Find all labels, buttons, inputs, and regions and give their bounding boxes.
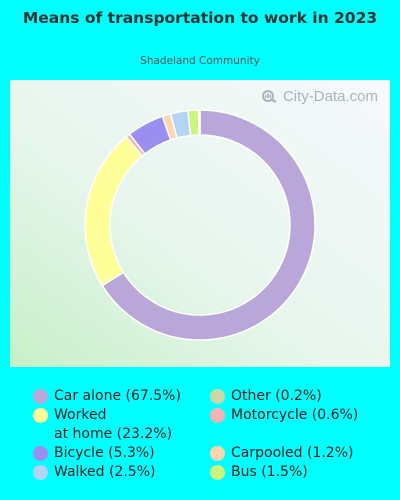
legend-label: Car alone (67.5%) bbox=[54, 388, 181, 404]
legend-item: Bus (1.5%) bbox=[210, 463, 308, 482]
watermark: City-Data.com bbox=[261, 88, 378, 105]
legend-item: Worked at home (23.2%) bbox=[33, 406, 172, 444]
legend-item: Bicycle (5.3%) bbox=[33, 444, 155, 463]
legend-swatch bbox=[33, 446, 48, 461]
legend-label: Other (0.2%) bbox=[231, 388, 322, 404]
legend-swatch bbox=[210, 446, 225, 461]
legend-label: Bicycle (5.3%) bbox=[54, 445, 155, 461]
legend-swatch bbox=[210, 389, 225, 404]
chart-legend: Car alone (67.5%) Worked at home (23.2%) B… bbox=[0, 384, 400, 494]
donut-slice-worked-at-home bbox=[84, 135, 144, 287]
legend-item: Other (0.2%) bbox=[210, 387, 322, 406]
legend-item: Walked (2.5%) bbox=[33, 463, 155, 482]
legend-label: Carpooled (1.2%) bbox=[231, 445, 354, 461]
chart-title: Means of transportation to work in 2023 bbox=[22, 9, 378, 27]
legend-swatch bbox=[33, 389, 48, 404]
legend-swatch bbox=[33, 408, 48, 423]
legend-swatch bbox=[210, 408, 225, 423]
donut-chart bbox=[84, 109, 316, 341]
legend-swatch bbox=[33, 465, 48, 480]
donut-slice-other bbox=[197, 109, 201, 136]
donut-slice-bus bbox=[187, 109, 200, 137]
legend-label: Motorcycle (0.6%) bbox=[231, 407, 359, 423]
donut-slice-car-alone bbox=[101, 109, 316, 341]
legend-swatch bbox=[210, 465, 225, 480]
legend-item: Car alone (67.5%) bbox=[33, 387, 181, 406]
chart-subtitle: Shadeland Community bbox=[140, 55, 260, 67]
legend-item: Carpooled (1.2%) bbox=[210, 444, 353, 463]
chart-panel: City-Data.com bbox=[10, 80, 390, 367]
legend-label: Bus (1.5%) bbox=[231, 464, 308, 480]
legend-item: Motorcycle (0.6%) bbox=[210, 406, 358, 425]
watermark-text: City-Data.com bbox=[282, 88, 378, 105]
search-icon bbox=[261, 90, 277, 103]
legend-label: Worked at home (23.2%) bbox=[54, 407, 173, 442]
legend-label: Walked (2.5%) bbox=[54, 464, 156, 480]
